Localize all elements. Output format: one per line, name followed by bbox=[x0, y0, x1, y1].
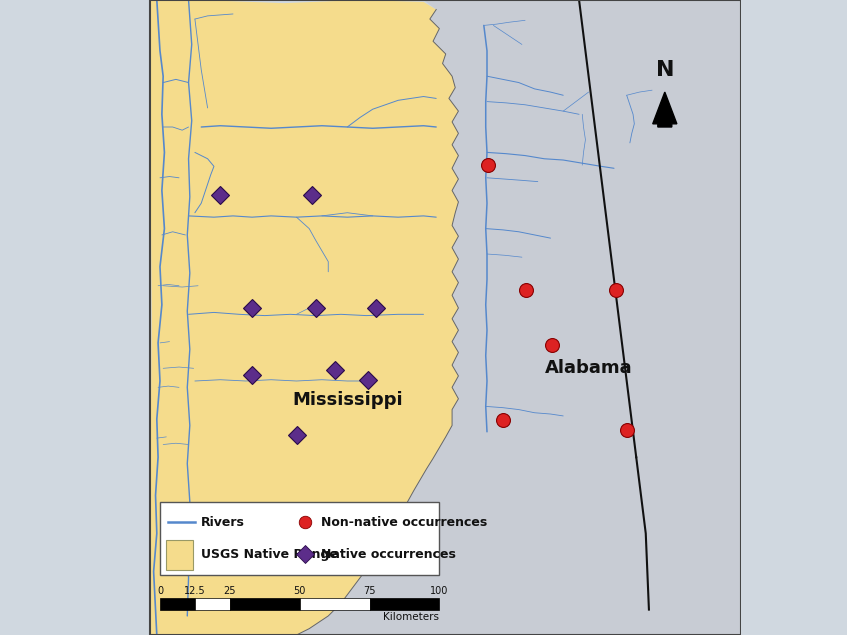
Text: 0: 0 bbox=[157, 585, 163, 596]
FancyBboxPatch shape bbox=[160, 502, 440, 575]
Text: 12.5: 12.5 bbox=[184, 585, 206, 596]
Text: Kilometers: Kilometers bbox=[384, 612, 440, 622]
FancyArrow shape bbox=[653, 92, 677, 127]
Text: Alabama: Alabama bbox=[545, 359, 633, 377]
Text: Non-native occurrences: Non-native occurrences bbox=[321, 516, 487, 528]
Text: Mississippi: Mississippi bbox=[292, 391, 402, 409]
Polygon shape bbox=[151, 0, 458, 635]
Bar bbox=[300, 598, 369, 610]
Text: Native occurrences: Native occurrences bbox=[321, 548, 456, 561]
Text: Rivers: Rivers bbox=[202, 516, 245, 528]
Bar bbox=[369, 598, 440, 610]
Bar bbox=[230, 598, 300, 610]
Text: 100: 100 bbox=[430, 585, 449, 596]
Polygon shape bbox=[296, 0, 741, 635]
Text: N: N bbox=[656, 60, 674, 80]
Text: USGS Native Range: USGS Native Range bbox=[202, 548, 338, 561]
Bar bbox=[160, 598, 195, 610]
Text: 50: 50 bbox=[294, 585, 306, 596]
Bar bbox=[195, 598, 230, 610]
FancyBboxPatch shape bbox=[166, 540, 193, 570]
Text: 25: 25 bbox=[224, 585, 236, 596]
Text: 75: 75 bbox=[363, 585, 376, 596]
